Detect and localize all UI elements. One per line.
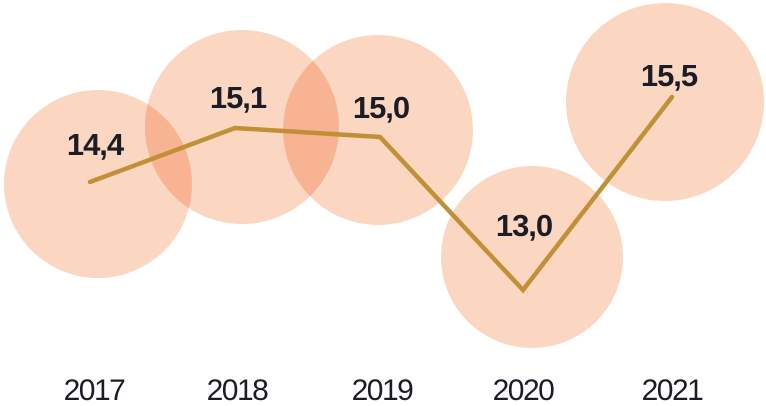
bubble-layer <box>4 3 764 348</box>
value-label-2018: 15,1 <box>210 80 267 115</box>
year-label-2021: 2021 <box>642 374 704 406</box>
year-label-2017: 2017 <box>64 374 126 406</box>
year-label-layer: 2017 2018 2019 2020 2021 <box>64 374 705 406</box>
bubble-2019 <box>283 35 473 225</box>
bubble-2021 <box>566 3 764 201</box>
year-label-2020: 2020 <box>493 374 555 406</box>
bubble-2017 <box>4 90 192 278</box>
bubble-2020 <box>441 166 623 348</box>
value-label-layer: 14,4 15,1 15,0 13,0 15,5 <box>67 58 699 243</box>
year-label-2018: 2018 <box>207 374 269 406</box>
line-layer <box>87 94 675 294</box>
value-label-2019: 15,0 <box>353 90 409 125</box>
year-label-2019: 2019 <box>352 374 414 406</box>
value-label-2017: 14,4 <box>67 127 125 162</box>
value-label-2020: 13,0 <box>496 208 552 243</box>
trend-line <box>87 94 675 294</box>
value-label-2021: 15,5 <box>641 58 698 93</box>
